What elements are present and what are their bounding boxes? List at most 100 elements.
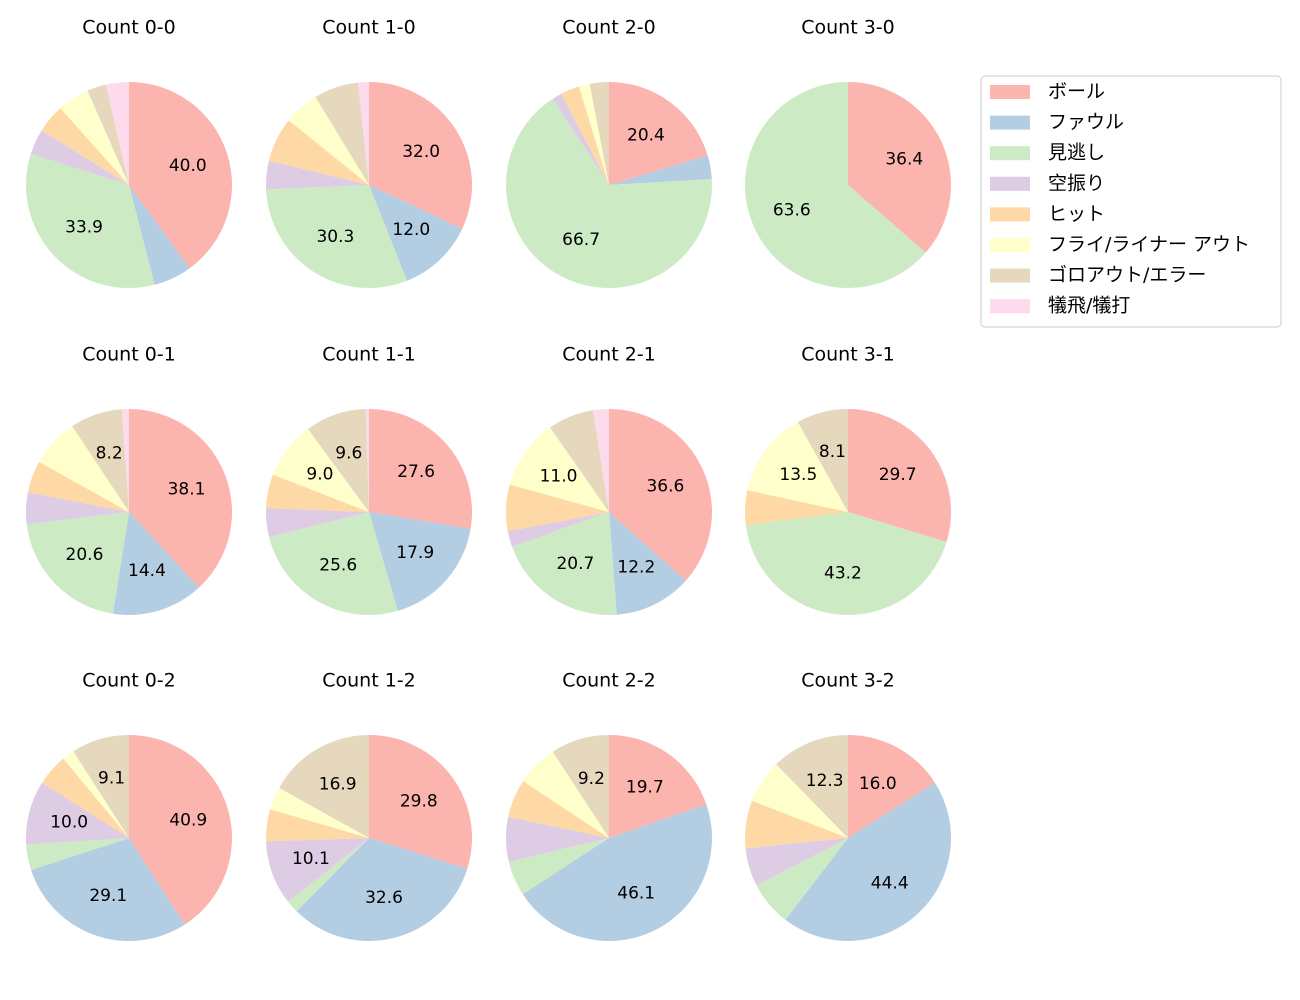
- data-label: 46.1: [617, 883, 655, 903]
- pie-slice: [270, 787, 369, 838]
- pie-slice: [592, 409, 609, 512]
- pie-slice: [369, 409, 473, 529]
- pie-slice: [27, 461, 129, 512]
- pie-slice: [552, 735, 609, 838]
- pie-slice: [579, 83, 609, 185]
- data-label: 36.4: [885, 149, 923, 169]
- pie-slice: [609, 409, 713, 581]
- pie-slice: [785, 782, 951, 941]
- data-label: 66.7: [562, 230, 600, 250]
- legend-label: フライ/ライナー アウト: [1048, 234, 1250, 256]
- legend-swatch: [990, 146, 1030, 161]
- pie-slice: [506, 98, 713, 289]
- legend-label: ボール: [1048, 81, 1105, 103]
- pie-slice: [315, 82, 369, 185]
- data-label: 12.3: [806, 771, 844, 791]
- data-label: 9.1: [98, 769, 125, 789]
- legend-swatch: [990, 238, 1030, 252]
- data-label: 20.6: [66, 545, 104, 565]
- pie-slice: [369, 185, 463, 281]
- pie-slice: [266, 160, 369, 190]
- pie-slice: [266, 809, 369, 842]
- pie-slice: [550, 410, 609, 512]
- data-label: 43.2: [824, 564, 862, 584]
- data-label: 8.2: [96, 443, 123, 463]
- legend-label: ゴロアウト/エラー: [1048, 264, 1206, 286]
- pie-slice: [369, 735, 473, 869]
- chart-title: Count 2-1: [562, 344, 656, 366]
- data-label: 11.0: [540, 466, 578, 486]
- pie-slice: [358, 82, 369, 185]
- pie-slice: [552, 93, 609, 185]
- chart-title: Count 1-2: [322, 670, 416, 692]
- pie-slice: [776, 735, 848, 838]
- pie-slice: [609, 735, 707, 838]
- pie-slice: [266, 508, 369, 537]
- pie-slice: [63, 751, 129, 838]
- pie-slice: [129, 735, 232, 925]
- pie-slice: [744, 82, 926, 288]
- data-label: 19.7: [626, 778, 664, 798]
- pie-slice: [129, 82, 232, 269]
- pie-slice: [39, 426, 129, 512]
- data-label: 63.6: [773, 201, 811, 221]
- pie-slice: [756, 838, 848, 920]
- legend-label: 見逃し: [1048, 142, 1105, 164]
- pie-slice: [506, 816, 609, 862]
- data-label: 30.3: [316, 227, 354, 247]
- chart-title: Count 1-0: [322, 17, 416, 39]
- data-label: 9.2: [578, 769, 605, 789]
- data-label: 8.1: [819, 442, 846, 462]
- pie-slice: [369, 82, 473, 229]
- chart-title: Count 0-1: [82, 344, 176, 366]
- data-label: 20.4: [627, 125, 665, 145]
- legend-label: 犠飛/犠打: [1048, 295, 1130, 317]
- pie-slice: [589, 82, 609, 185]
- data-label: 25.6: [319, 556, 357, 576]
- data-label: 14.4: [128, 561, 166, 581]
- legend-label: ファウル: [1048, 111, 1124, 133]
- legend-label: ヒット: [1048, 203, 1105, 225]
- pie-slice: [266, 474, 369, 512]
- pie-slice: [129, 185, 190, 285]
- pie-slice: [747, 422, 848, 512]
- chart-title: Count 3-0: [801, 17, 895, 39]
- data-label: 36.6: [646, 477, 684, 497]
- legend-swatch: [990, 268, 1030, 283]
- pie-slice: [288, 838, 369, 912]
- pie-slice: [505, 484, 609, 532]
- pie-slice: [266, 838, 369, 902]
- pie-slice: [745, 838, 848, 886]
- pie-slice: [112, 512, 200, 615]
- pie-slice: [279, 735, 369, 838]
- chart-title: Count 1-1: [322, 344, 416, 366]
- pie-slice: [744, 800, 848, 849]
- pie-slice: [848, 82, 951, 253]
- pie-slice: [269, 512, 398, 615]
- pie-slice: [512, 512, 617, 615]
- pie-slice: [369, 512, 471, 611]
- pie-slice: [272, 429, 369, 512]
- data-label: 29.1: [89, 886, 127, 906]
- legend-swatch: [990, 85, 1030, 99]
- data-label: 20.7: [556, 554, 594, 574]
- pie-slice: [522, 804, 713, 942]
- legend-swatch: [990, 115, 1030, 130]
- pie-slice: [751, 764, 848, 838]
- data-label: 38.1: [168, 479, 206, 499]
- pie-slice: [26, 153, 155, 288]
- pie-slice: [268, 120, 369, 185]
- pie-slice: [72, 409, 129, 512]
- pie-slice: [26, 782, 129, 845]
- data-label: 12.0: [392, 220, 430, 240]
- data-label: 32.0: [402, 142, 440, 162]
- chart-title: Count 0-0: [82, 17, 176, 39]
- pie-slice: [523, 751, 609, 838]
- chart-title: Count 2-2: [562, 670, 656, 692]
- chart-title: Count 2-0: [562, 17, 656, 39]
- pie-slice: [561, 86, 609, 185]
- pie-slice: [296, 838, 468, 941]
- data-label: 9.0: [306, 464, 333, 484]
- legend-label: 空振り: [1048, 172, 1105, 194]
